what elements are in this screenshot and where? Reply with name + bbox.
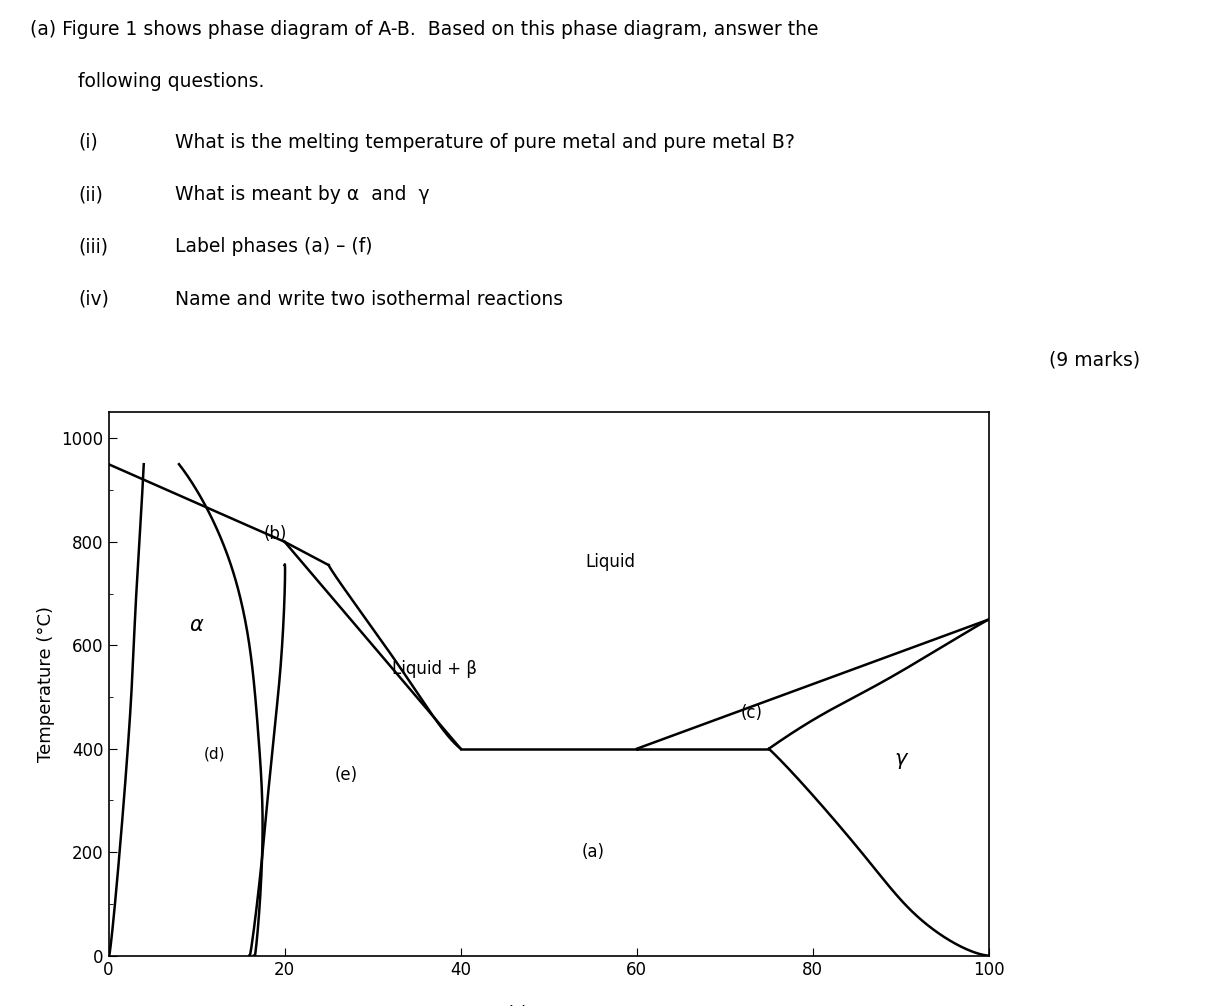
Text: (c): (c) xyxy=(740,703,762,721)
Text: (a) Figure 1 shows phase diagram of A-B.  Based on this phase diagram, answer th: (a) Figure 1 shows phase diagram of A-B.… xyxy=(30,20,819,39)
Text: Composition   ➢   wt % B: Composition ➢ wt % B xyxy=(437,1005,661,1006)
Text: γ: γ xyxy=(895,749,907,770)
Text: (9 marks): (9 marks) xyxy=(1049,350,1141,369)
Text: α: α xyxy=(189,615,204,635)
Text: Name and write two isothermal reactions: Name and write two isothermal reactions xyxy=(175,290,563,309)
Text: What is meant by α  and  γ: What is meant by α and γ xyxy=(175,185,429,204)
Text: What is the melting temperature of pure metal and pure metal B?: What is the melting temperature of pure … xyxy=(175,133,795,152)
Text: following questions.: following questions. xyxy=(78,72,265,92)
Text: Label phases (a) – (f): Label phases (a) – (f) xyxy=(175,237,373,257)
Y-axis label: Temperature (°C): Temperature (°C) xyxy=(36,606,54,763)
Text: (iii): (iii) xyxy=(78,237,109,257)
Text: Liquid + β: Liquid + β xyxy=(392,660,476,678)
Text: (i): (i) xyxy=(78,133,98,152)
Text: (ii): (ii) xyxy=(78,185,104,204)
Text: (e): (e) xyxy=(335,766,358,784)
Text: Liquid: Liquid xyxy=(585,553,636,571)
Text: (a): (a) xyxy=(581,843,604,861)
Text: (iv): (iv) xyxy=(78,290,110,309)
Text: (d): (d) xyxy=(204,746,226,762)
Text: (b): (b) xyxy=(264,525,287,543)
